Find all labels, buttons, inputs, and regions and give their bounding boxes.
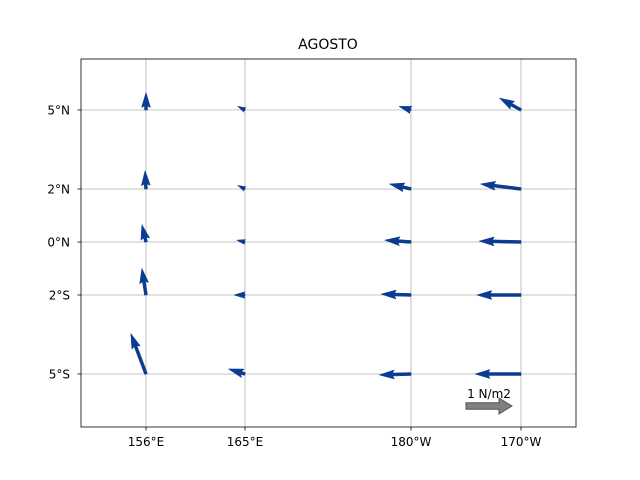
wind-vector-arrow bbox=[388, 182, 412, 193]
wind-vector-arrow bbox=[383, 236, 412, 247]
y-tick-label: 5°N bbox=[47, 104, 70, 118]
wind-vector-arrow bbox=[139, 267, 150, 296]
y-tick-label: 2°N bbox=[47, 183, 70, 197]
wind-vector-arrow bbox=[236, 105, 247, 113]
wind-vector-arrow bbox=[227, 368, 246, 379]
y-tick-label: 0°N bbox=[47, 236, 70, 250]
chart-title: AGOSTO bbox=[298, 37, 358, 53]
wind-vector-arrow bbox=[498, 97, 523, 112]
wind-stress-vectors bbox=[130, 91, 523, 380]
wind-vector-arrow bbox=[378, 369, 412, 380]
wind-vector-arrow bbox=[380, 289, 412, 300]
wind-vector-arrow bbox=[140, 169, 151, 190]
wind-vector-arrow bbox=[398, 106, 413, 115]
wind-vector-arrow bbox=[478, 236, 522, 247]
quiver-key-arrow bbox=[465, 397, 513, 415]
wind-vector-arrow bbox=[130, 332, 148, 375]
quiver-key-label: 1 N/m2 bbox=[467, 387, 511, 401]
wind-vector-arrow bbox=[236, 184, 247, 192]
wind-vector-arrow bbox=[235, 239, 247, 245]
quiver-key: 1 N/m2 bbox=[465, 387, 513, 415]
axes-frame bbox=[80, 58, 577, 428]
x-tick-label: 156°E bbox=[128, 435, 165, 449]
y-tick-label: 5°S bbox=[49, 368, 70, 382]
wind-vector-arrow bbox=[479, 180, 522, 191]
axes bbox=[77, 58, 577, 431]
x-tick-label: 170°W bbox=[501, 435, 542, 449]
wind-vector-arrow bbox=[141, 91, 151, 111]
y-tick-label: 2°S bbox=[49, 289, 70, 303]
x-tick-label: 180°W bbox=[391, 435, 432, 449]
x-tick-label: 165°E bbox=[227, 435, 264, 449]
wind-vector-arrow bbox=[233, 291, 246, 299]
tick-labels: 156°E 165°E 180°W 170°W 5°N 2°N 0°N 2°S 5°S bbox=[47, 104, 541, 450]
wind-vector-arrow bbox=[140, 223, 151, 243]
wind-vector-arrow bbox=[475, 290, 522, 300]
wind-vector-arrow bbox=[474, 369, 522, 379]
